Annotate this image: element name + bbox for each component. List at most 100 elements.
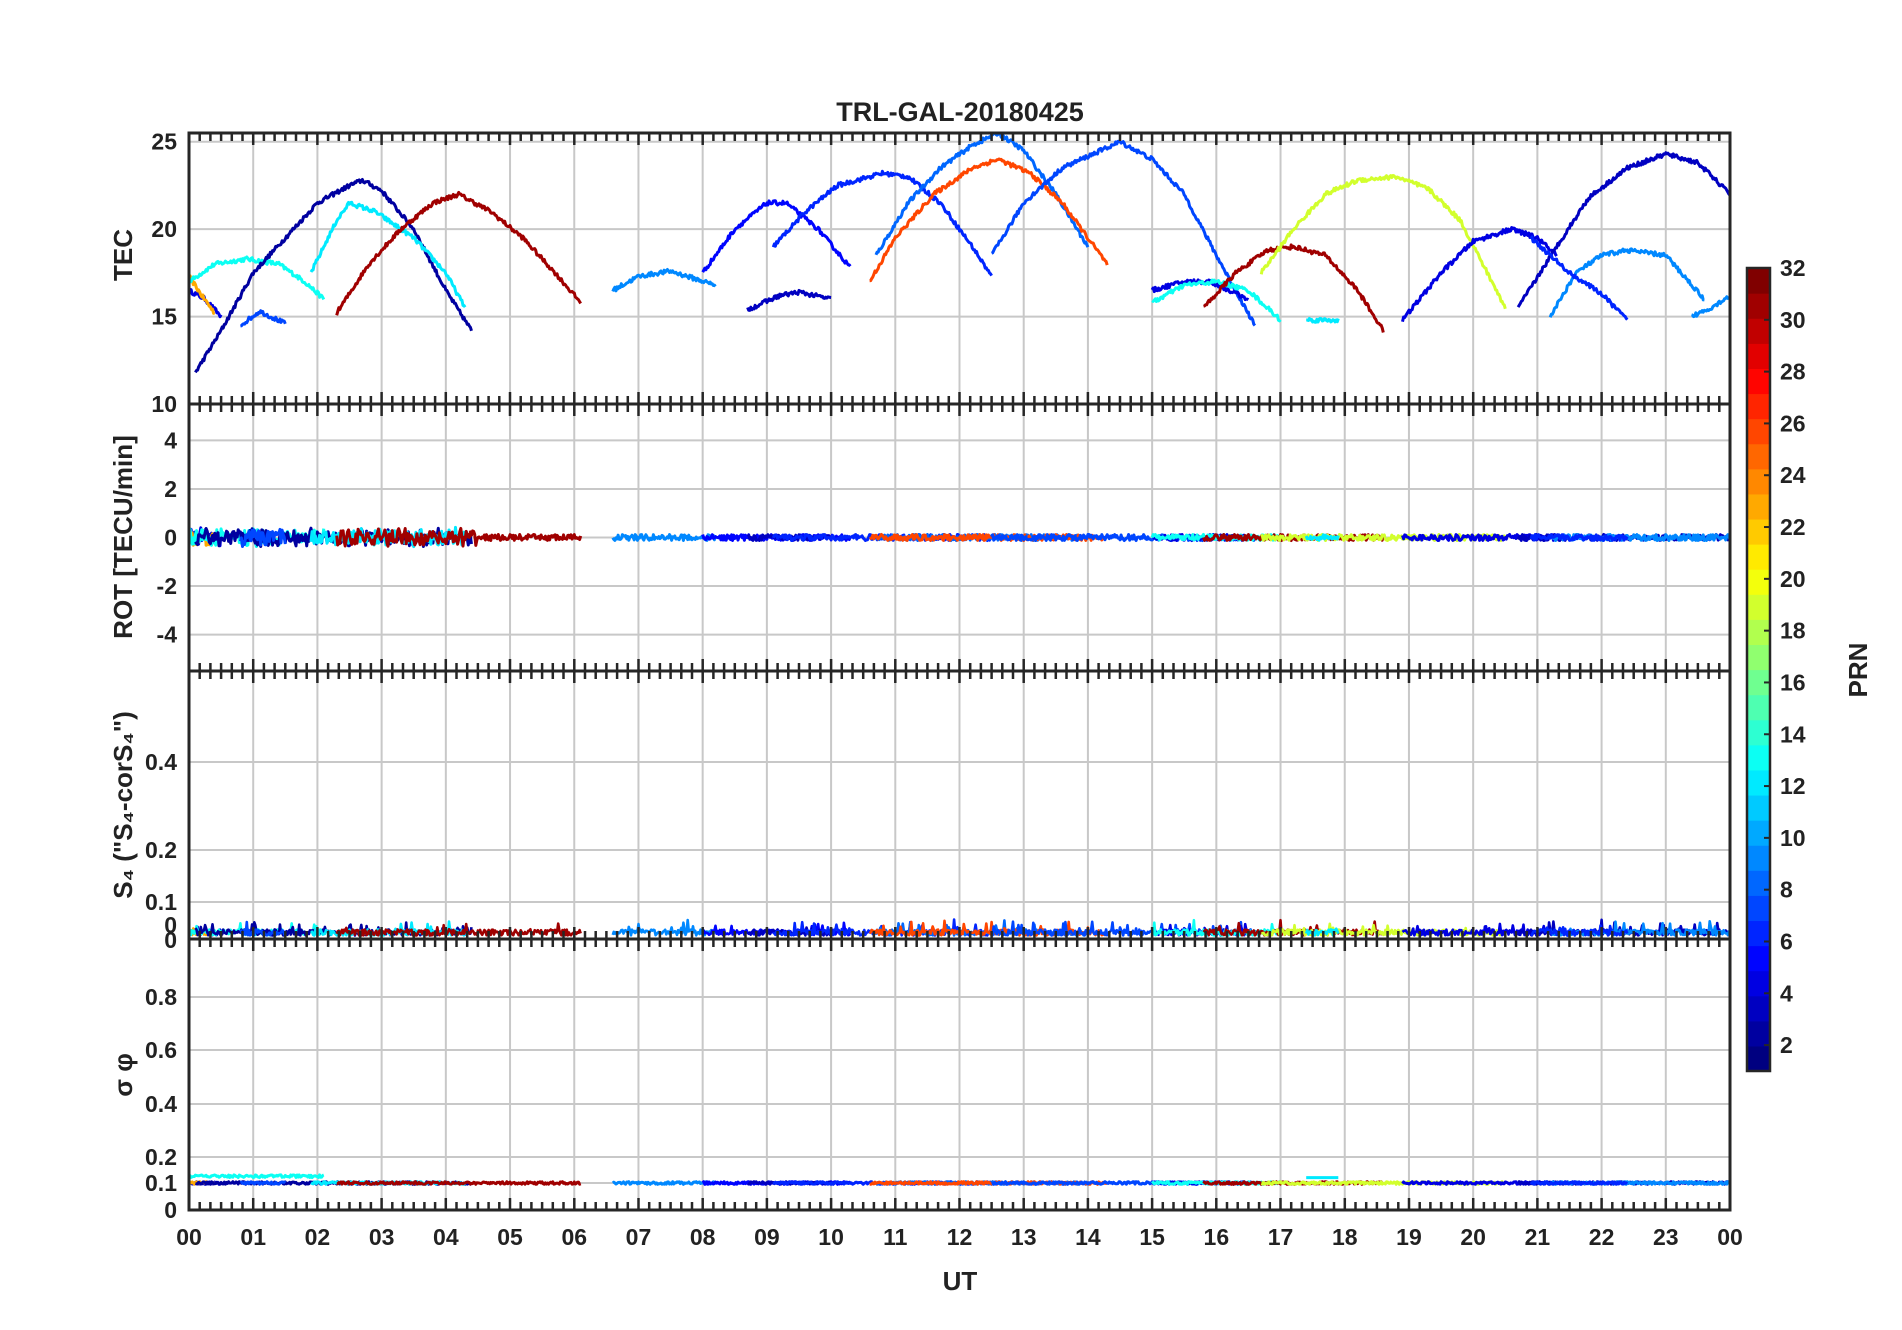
colorbar-segment bbox=[1747, 794, 1770, 821]
colorbar-tick-label: 32 bbox=[1780, 255, 1806, 281]
series-line-prn-26 bbox=[869, 157, 1109, 283]
series-line-prn-8 bbox=[874, 133, 1090, 256]
y-axis-label: ROT [TECU/min] bbox=[108, 435, 138, 639]
series-line-prn-7 bbox=[990, 139, 1257, 327]
series-line-prn-13 bbox=[189, 527, 326, 548]
colorbar-segment bbox=[1747, 544, 1770, 570]
series-line-prn-5 bbox=[701, 199, 852, 273]
series-line-prn-7 bbox=[238, 527, 287, 548]
colorbar-segment bbox=[1747, 594, 1770, 620]
series-line-prn-6 bbox=[1529, 1180, 1629, 1186]
x-tick-label: 19 bbox=[1396, 1224, 1422, 1250]
series-line-prn-31 bbox=[335, 526, 583, 548]
x-tick-label: 08 bbox=[690, 1224, 716, 1250]
y-tick-label: 10 bbox=[151, 391, 177, 417]
x-tick-label: 00 bbox=[1717, 1224, 1743, 1250]
colorbar-segment bbox=[1747, 694, 1770, 721]
y-axis-label: σ φ bbox=[108, 1053, 138, 1097]
series-line-prn-9 bbox=[1690, 1180, 1730, 1186]
y-axis-label: S₄ ("S₄-corS₄") bbox=[108, 711, 138, 899]
series-line-prn-31 bbox=[335, 190, 582, 316]
y-tick-label: 0.4 bbox=[145, 749, 177, 775]
y-tick-label: -4 bbox=[157, 622, 178, 648]
series-line-prn-6 bbox=[771, 169, 993, 277]
y-tick-label: 0.6 bbox=[145, 1037, 177, 1063]
series-line-prn-31 bbox=[336, 1180, 582, 1186]
series-line-prn-9 bbox=[611, 533, 717, 542]
y-tick-label: 0.8 bbox=[145, 984, 177, 1010]
colorbar-segment bbox=[1747, 970, 1770, 997]
y-tick-label: 0 bbox=[164, 912, 177, 938]
colorbar-tick-label: 6 bbox=[1780, 928, 1793, 954]
series-line-prn-31 bbox=[335, 922, 582, 937]
series-line-prn-9 bbox=[611, 918, 717, 937]
colorbar-segment bbox=[1747, 920, 1770, 947]
colorbar-segment bbox=[1747, 644, 1770, 671]
series-line-prn-19 bbox=[1259, 174, 1507, 310]
series-line-prn-6 bbox=[1529, 235, 1629, 321]
colorbar-segment bbox=[1747, 468, 1770, 495]
x-tick-label: 17 bbox=[1268, 1224, 1294, 1250]
y-tick-label: -2 bbox=[157, 573, 177, 599]
y-tick-label: 15 bbox=[151, 304, 177, 330]
y-tick-label: 0 bbox=[164, 1197, 177, 1223]
series-line-prn-9 bbox=[1548, 247, 1705, 318]
series-line-prn-19 bbox=[1260, 533, 1507, 542]
x-tick-label: 06 bbox=[561, 1224, 587, 1250]
colorbar-tick-label: 14 bbox=[1780, 721, 1806, 747]
x-tick-label: 02 bbox=[305, 1224, 331, 1250]
colorbar-tick-label: 10 bbox=[1780, 825, 1806, 851]
y-tick-label: 0.1 bbox=[145, 1170, 177, 1196]
colorbar-tick-label: 24 bbox=[1780, 462, 1806, 488]
colorbar-tick-label: 16 bbox=[1780, 669, 1806, 695]
colorbar-tick-label: 8 bbox=[1780, 877, 1793, 903]
series-line-prn-12 bbox=[1305, 316, 1340, 324]
x-tick-label: 01 bbox=[240, 1224, 266, 1250]
colorbar-tick-label: 12 bbox=[1780, 773, 1806, 799]
colorbar-segment bbox=[1747, 870, 1770, 896]
series-line-prn-9 bbox=[611, 1180, 717, 1186]
series-line-prn-6 bbox=[1529, 533, 1629, 542]
panel-2: -4 -2 0 2 4 ROT [TECU/min] bbox=[108, 402, 1732, 673]
colorbar-segment bbox=[1747, 820, 1770, 846]
colorbar-segment bbox=[1747, 845, 1770, 871]
colorbar-segment bbox=[1747, 945, 1770, 972]
panel-series bbox=[189, 525, 1730, 549]
panel-4: 00.10.2 0.4 0.6 0.8 σ φ bbox=[108, 937, 1732, 1223]
x-tick-label: 03 bbox=[369, 1224, 395, 1250]
series-line-prn-13 bbox=[1151, 278, 1282, 323]
colorbar-segment bbox=[1747, 669, 1770, 696]
x-axis-label: UT bbox=[943, 1266, 978, 1296]
series-line-prn-3 bbox=[746, 288, 832, 312]
chart-title: TRL-GAL-20180425 bbox=[836, 97, 1084, 127]
y-tick-label: 2 bbox=[164, 476, 177, 502]
y-tick-label: 0.2 bbox=[145, 837, 177, 863]
colorbar-segment bbox=[1747, 744, 1770, 771]
series-line-prn-12 bbox=[309, 200, 467, 309]
x-tick-label: 16 bbox=[1204, 1224, 1230, 1250]
x-tick-label: 22 bbox=[1589, 1224, 1615, 1250]
series-line-prn-3 bbox=[1516, 151, 1730, 308]
x-tick-label: 09 bbox=[754, 1224, 780, 1250]
x-tick-label: 07 bbox=[626, 1224, 652, 1250]
y-tick-label: 0.2 bbox=[145, 1144, 177, 1170]
y-tick-label: 0.1 bbox=[145, 889, 177, 915]
series-line-prn-7 bbox=[239, 1180, 287, 1186]
colorbar-segment bbox=[1747, 368, 1770, 395]
x-tick-label: 15 bbox=[1139, 1224, 1165, 1250]
x-tick-marks bbox=[187, 133, 1721, 404]
x-tick-marks bbox=[187, 404, 1721, 671]
x-tick-label: 04 bbox=[433, 1224, 459, 1250]
series-line-prn-9 bbox=[1691, 295, 1730, 319]
colorbar-frame bbox=[1745, 266, 1772, 1073]
x-tick-label: 18 bbox=[1332, 1224, 1358, 1250]
x-tick-label: 21 bbox=[1525, 1224, 1551, 1250]
colorbar-segment bbox=[1747, 343, 1770, 369]
series-line-prn-31 bbox=[1203, 243, 1385, 333]
colorbar-tick-label: 26 bbox=[1780, 410, 1806, 436]
x-tick-label: 20 bbox=[1460, 1224, 1486, 1250]
x-tick-label: 12 bbox=[947, 1224, 973, 1250]
series-line-prn-9 bbox=[611, 268, 717, 293]
colorbar-tick-label: 20 bbox=[1780, 566, 1806, 592]
